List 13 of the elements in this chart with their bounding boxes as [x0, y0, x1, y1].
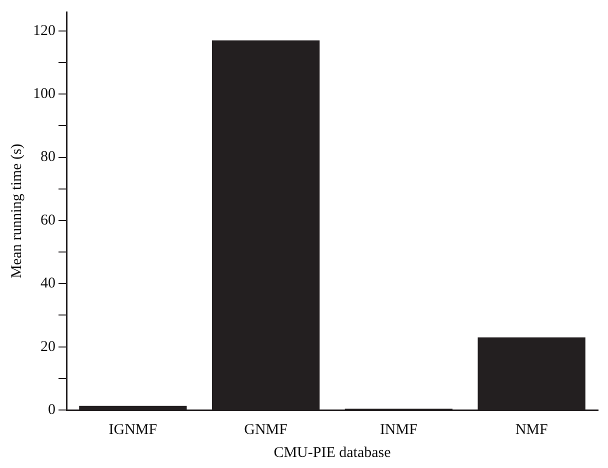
x-tick-label: IGNMF: [108, 422, 158, 438]
y-tick-label: 100: [33, 86, 56, 102]
y-tick-label: 0: [48, 402, 56, 418]
x-tick-label: NMF: [515, 422, 548, 438]
x-tick-label: INMF: [380, 422, 418, 438]
y-tick-label: 80: [40, 149, 56, 166]
y-tick-label: 120: [33, 22, 56, 39]
y-axis-title: Mean running time (s): [8, 144, 25, 278]
x-tick-label: GNMF: [244, 422, 288, 438]
y-tick-label: 60: [40, 212, 56, 228]
x-axis-title: CMU-PIE database: [274, 444, 392, 461]
y-tick-label: 40: [40, 276, 56, 292]
y-tick-label: 20: [40, 338, 56, 355]
